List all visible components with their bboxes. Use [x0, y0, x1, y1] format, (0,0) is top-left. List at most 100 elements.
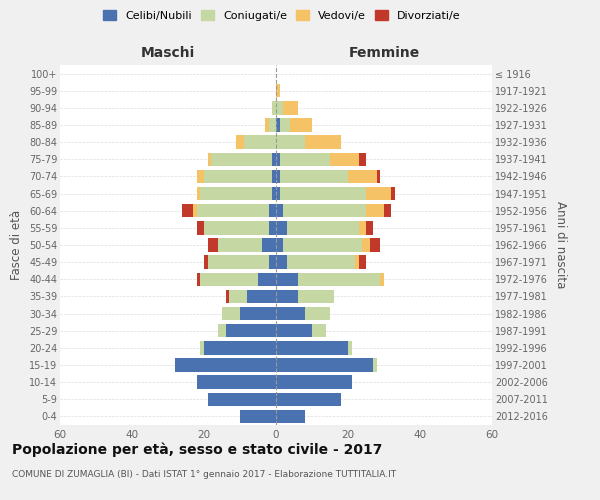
- Bar: [276, 221, 287, 234]
- Bar: [208, 238, 218, 252]
- Bar: [204, 221, 269, 234]
- Text: Femmine: Femmine: [349, 46, 419, 60]
- Bar: [182, 204, 193, 218]
- Bar: [258, 272, 276, 286]
- Bar: [269, 221, 276, 234]
- Bar: [298, 272, 380, 286]
- Bar: [280, 152, 330, 166]
- Bar: [380, 272, 384, 286]
- Bar: [197, 221, 204, 234]
- Bar: [200, 272, 258, 286]
- Bar: [276, 187, 280, 200]
- Bar: [287, 256, 355, 269]
- Bar: [244, 136, 276, 149]
- Bar: [359, 152, 366, 166]
- Bar: [197, 376, 276, 389]
- Bar: [276, 204, 283, 218]
- Text: Popolazione per età, sesso e stato civile - 2017: Popolazione per età, sesso e stato civil…: [12, 442, 382, 457]
- Bar: [197, 272, 200, 286]
- Bar: [348, 341, 352, 354]
- Bar: [175, 358, 276, 372]
- Bar: [366, 204, 384, 218]
- Bar: [298, 290, 334, 303]
- Bar: [276, 170, 280, 183]
- Legend: Celibi/Nubili, Coniugati/e, Vedovi/e, Divorziati/e: Celibi/Nubili, Coniugati/e, Vedovi/e, Di…: [101, 8, 463, 24]
- Bar: [276, 324, 312, 338]
- Bar: [377, 170, 380, 183]
- Bar: [305, 136, 341, 149]
- Bar: [280, 118, 290, 132]
- Bar: [208, 152, 211, 166]
- Bar: [272, 101, 276, 114]
- Bar: [240, 410, 276, 423]
- Bar: [200, 187, 272, 200]
- Bar: [276, 136, 305, 149]
- Bar: [204, 256, 208, 269]
- Bar: [280, 187, 366, 200]
- Bar: [366, 187, 391, 200]
- Bar: [276, 410, 305, 423]
- Bar: [384, 204, 391, 218]
- Bar: [276, 376, 352, 389]
- Bar: [366, 221, 373, 234]
- Bar: [276, 307, 305, 320]
- Bar: [272, 152, 276, 166]
- Bar: [362, 238, 370, 252]
- Bar: [262, 238, 276, 252]
- Bar: [204, 170, 272, 183]
- Bar: [391, 187, 395, 200]
- Bar: [240, 307, 276, 320]
- Y-axis label: Fasce di età: Fasce di età: [10, 210, 23, 280]
- Bar: [265, 118, 269, 132]
- Bar: [200, 341, 204, 354]
- Bar: [290, 118, 312, 132]
- Bar: [359, 256, 366, 269]
- Bar: [226, 324, 276, 338]
- Bar: [197, 187, 200, 200]
- Bar: [193, 204, 197, 218]
- Bar: [276, 272, 298, 286]
- Bar: [229, 290, 247, 303]
- Bar: [197, 170, 204, 183]
- Bar: [276, 290, 298, 303]
- Bar: [272, 187, 276, 200]
- Bar: [276, 341, 348, 354]
- Bar: [222, 307, 240, 320]
- Text: Maschi: Maschi: [141, 46, 195, 60]
- Bar: [283, 204, 366, 218]
- Bar: [276, 101, 283, 114]
- Bar: [373, 358, 377, 372]
- Bar: [283, 101, 298, 114]
- Bar: [197, 204, 269, 218]
- Bar: [276, 256, 287, 269]
- Bar: [276, 118, 280, 132]
- Bar: [312, 324, 326, 338]
- Bar: [204, 341, 276, 354]
- Bar: [208, 392, 276, 406]
- Bar: [272, 170, 276, 183]
- Bar: [247, 290, 276, 303]
- Bar: [211, 152, 272, 166]
- Bar: [218, 324, 226, 338]
- Bar: [330, 152, 359, 166]
- Bar: [276, 358, 373, 372]
- Bar: [276, 392, 341, 406]
- Y-axis label: Anni di nascita: Anni di nascita: [554, 202, 567, 288]
- Bar: [283, 238, 362, 252]
- Bar: [276, 84, 280, 98]
- Bar: [218, 238, 262, 252]
- Bar: [269, 204, 276, 218]
- Bar: [370, 238, 380, 252]
- Bar: [269, 256, 276, 269]
- Bar: [348, 170, 377, 183]
- Bar: [276, 152, 280, 166]
- Bar: [287, 221, 359, 234]
- Bar: [276, 238, 283, 252]
- Bar: [305, 307, 330, 320]
- Text: COMUNE DI ZUMAGLIA (BI) - Dati ISTAT 1° gennaio 2017 - Elaborazione TUTTITALIA.I: COMUNE DI ZUMAGLIA (BI) - Dati ISTAT 1° …: [12, 470, 396, 479]
- Bar: [208, 256, 269, 269]
- Bar: [359, 221, 366, 234]
- Bar: [236, 136, 244, 149]
- Bar: [269, 118, 276, 132]
- Bar: [226, 290, 229, 303]
